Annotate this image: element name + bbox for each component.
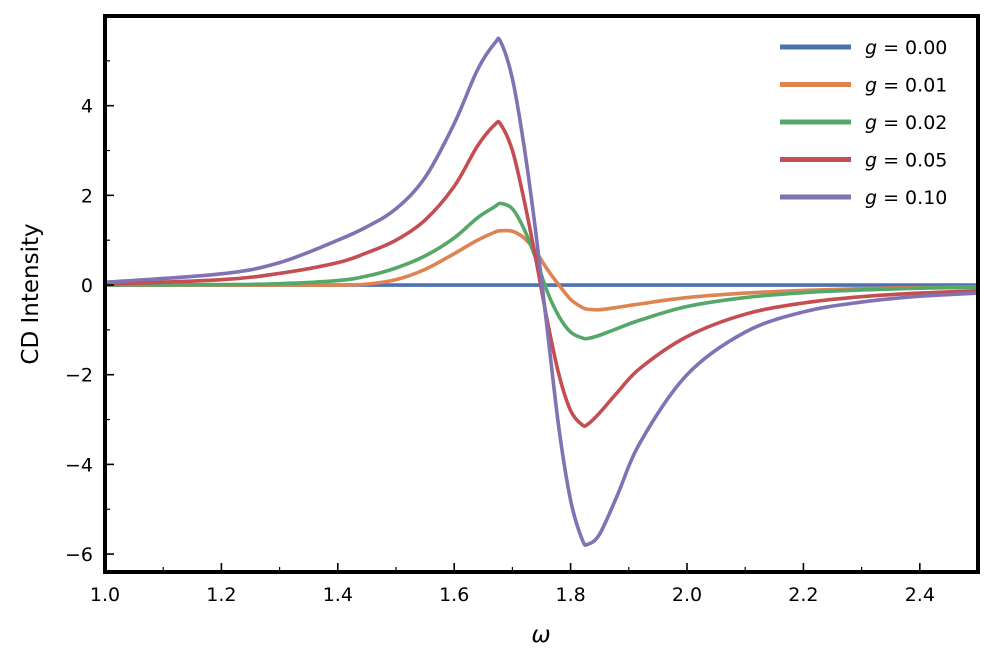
legend-label-symbol: g <box>865 75 877 97</box>
x-tick-label: 1.4 <box>323 584 353 606</box>
legend-label-3: g = 0.05 <box>865 150 947 172</box>
legend-label-value: = 0.05 <box>877 150 947 172</box>
x-tick-label: 2.4 <box>905 584 935 606</box>
legend-label-value: = 0.02 <box>877 112 947 134</box>
legend-label-value: = 0.10 <box>877 187 947 209</box>
series-lines <box>104 36 979 547</box>
legend-label-2: g = 0.02 <box>865 112 947 134</box>
legend-label-4: g = 0.10 <box>865 187 947 209</box>
y-tick-label: 2 <box>81 185 93 207</box>
y-tick-label: −2 <box>65 365 93 387</box>
x-axis: 1.0 1.2 1.4 1.6 1.8 2.0 2.2 2.4 <box>90 563 935 606</box>
x-tick-label: 1.0 <box>90 584 120 606</box>
x-tick-label: 1.6 <box>439 584 469 606</box>
legend-label-symbol: g <box>865 37 877 59</box>
x-tick-label: 2.2 <box>788 584 818 606</box>
series-line-3 <box>104 119 979 428</box>
legend-label-value: = 0.00 <box>877 37 947 59</box>
y-tick-label: 4 <box>81 96 93 118</box>
legend-label-symbol: g <box>865 187 877 209</box>
x-tick-label: 2.0 <box>672 584 702 606</box>
legend-label-symbol: g <box>865 150 877 172</box>
legend-label-0: g = 0.00 <box>865 37 947 59</box>
plot-frame <box>103 14 980 574</box>
legend: g = 0.00g = 0.01g = 0.02g = 0.05g = 0.10 <box>780 37 947 209</box>
y-axis-label: CD Intensity <box>18 223 44 364</box>
x-tick-label: 1.2 <box>206 584 236 606</box>
y-tick-label: −6 <box>65 544 93 566</box>
legend-label-value: = 0.01 <box>877 75 947 97</box>
legend-label-1: g = 0.01 <box>865 75 947 97</box>
legend-label-symbol: g <box>865 112 877 134</box>
y-tick-label: 0 <box>81 275 93 297</box>
series-line-4 <box>104 36 979 547</box>
x-axis-label: ω <box>531 622 550 648</box>
x-tick-label: 1.8 <box>555 584 585 606</box>
y-tick-label: −4 <box>65 454 93 476</box>
